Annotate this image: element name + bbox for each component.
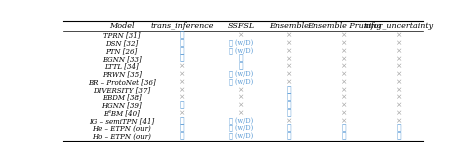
Text: He – ETPN (our): He – ETPN (our) [92, 125, 151, 133]
Text: ✓: ✓ [286, 86, 291, 94]
Text: ×: × [179, 109, 185, 117]
Text: ✓: ✓ [180, 31, 185, 40]
Text: ✓: ✓ [342, 125, 346, 133]
Text: ✓ (w/D): ✓ (w/D) [229, 125, 253, 133]
Text: ×: × [341, 117, 347, 125]
Text: ×: × [286, 78, 292, 86]
Text: ×: × [286, 47, 292, 55]
Text: ×: × [286, 63, 292, 71]
Text: ×: × [396, 117, 402, 125]
Text: ×: × [341, 47, 347, 55]
Text: EBDM [38]: EBDM [38] [102, 94, 142, 102]
Text: ✓: ✓ [180, 117, 185, 125]
Text: ✓: ✓ [397, 133, 401, 141]
Text: ×: × [341, 78, 347, 86]
Text: Model: Model [109, 22, 135, 30]
Text: ×: × [179, 94, 185, 102]
Text: ×: × [179, 86, 185, 94]
Text: ×: × [179, 78, 185, 86]
Text: ×: × [286, 31, 292, 40]
Text: ✓: ✓ [180, 39, 185, 47]
Text: ×: × [341, 94, 347, 102]
Text: HGNN [39]: HGNN [39] [101, 101, 142, 110]
Text: ✓: ✓ [180, 101, 185, 110]
Text: ×: × [341, 86, 347, 94]
Text: ✓: ✓ [180, 133, 185, 141]
Text: ×: × [238, 94, 244, 102]
Text: ×: × [341, 39, 347, 47]
Text: DSN [32]: DSN [32] [105, 39, 138, 47]
Text: DIVERSITY [37]: DIVERSITY [37] [93, 86, 150, 94]
Text: ×: × [341, 55, 347, 63]
Text: Ensemble Pruning: Ensemble Pruning [307, 22, 381, 30]
Text: ×: × [179, 70, 185, 78]
Text: ×: × [396, 78, 402, 86]
Text: ×: × [286, 117, 292, 125]
Text: ×: × [341, 70, 347, 78]
Text: ✓: ✓ [286, 109, 291, 117]
Text: ✓: ✓ [342, 133, 346, 141]
Text: infor_uncertainty: infor_uncertainty [364, 22, 434, 30]
Text: ✓: ✓ [239, 55, 244, 63]
Text: E³BM [40]: E³BM [40] [103, 109, 140, 117]
Text: ×: × [286, 39, 292, 47]
Text: ×: × [238, 109, 244, 117]
Text: ✓: ✓ [180, 55, 185, 63]
Text: ×: × [396, 55, 402, 63]
Text: ×: × [341, 109, 347, 117]
Text: Ho – ETPN (our): Ho – ETPN (our) [92, 133, 151, 141]
Text: ×: × [341, 31, 347, 40]
Text: ×: × [396, 47, 402, 55]
Text: IG – semiTPN [41]: IG – semiTPN [41] [89, 117, 155, 125]
Text: ×: × [238, 86, 244, 94]
Text: ×: × [341, 101, 347, 110]
Text: ×: × [396, 101, 402, 110]
Text: ✓: ✓ [286, 101, 291, 110]
Text: ×: × [396, 109, 402, 117]
Text: TPRN [31]: TPRN [31] [103, 31, 140, 40]
Text: ✓: ✓ [286, 94, 291, 102]
Text: ×: × [396, 31, 402, 40]
Text: ×: × [341, 63, 347, 71]
Text: ✓: ✓ [239, 63, 244, 71]
Text: ×: × [238, 31, 244, 40]
Text: Ensemble: Ensemble [269, 22, 309, 30]
Text: ✓ (w/D): ✓ (w/D) [229, 117, 253, 125]
Text: EGNN [33]: EGNN [33] [102, 55, 142, 63]
Text: ×: × [238, 101, 244, 110]
Text: ✓: ✓ [180, 125, 185, 133]
Text: ×: × [286, 70, 292, 78]
Text: PTN [26]: PTN [26] [106, 47, 138, 55]
Text: trans_inference: trans_inference [151, 22, 214, 30]
Text: ✓ (w/D): ✓ (w/D) [229, 39, 253, 47]
Text: BR – ProtoNet [36]: BR – ProtoNet [36] [88, 78, 155, 86]
Text: ×: × [396, 39, 402, 47]
Text: ✓: ✓ [286, 133, 291, 141]
Text: ✓: ✓ [286, 125, 291, 133]
Text: ×: × [396, 94, 402, 102]
Text: ✓ (w/D): ✓ (w/D) [229, 47, 253, 55]
Text: PRWN [35]: PRWN [35] [102, 70, 142, 78]
Text: ×: × [396, 86, 402, 94]
Text: ×: × [179, 63, 185, 71]
Text: ✓: ✓ [397, 125, 401, 133]
Text: ×: × [396, 70, 402, 78]
Text: SSFSL: SSFSL [228, 22, 255, 30]
Text: ✓ (w/D): ✓ (w/D) [229, 70, 253, 78]
Text: ×: × [286, 55, 292, 63]
Text: LTTL [34]: LTTL [34] [104, 63, 139, 71]
Text: ×: × [396, 63, 402, 71]
Text: ✓ (w/D): ✓ (w/D) [229, 78, 253, 86]
Text: ✓: ✓ [180, 47, 185, 55]
Text: ✓ (w/D): ✓ (w/D) [229, 133, 253, 141]
